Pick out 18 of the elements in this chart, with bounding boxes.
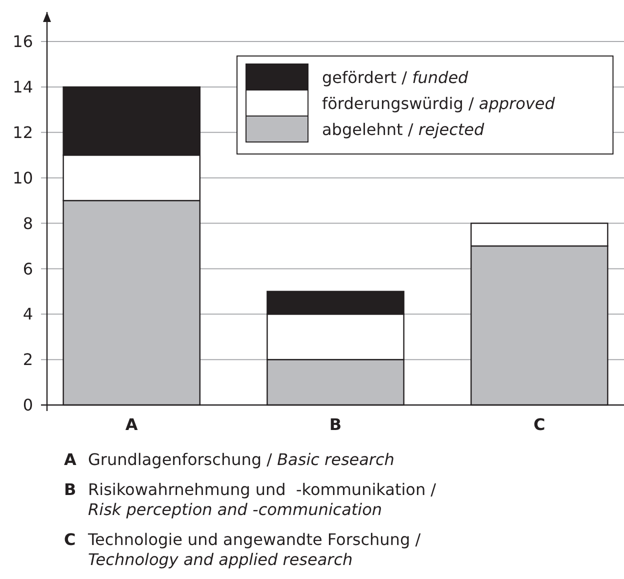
y-tick-label: 6 xyxy=(22,259,33,278)
y-tick-label: 14 xyxy=(12,78,33,97)
x-tick-label: B xyxy=(329,415,342,434)
y-tick-label: 12 xyxy=(12,123,33,142)
x-tick-label: A xyxy=(125,415,138,434)
legend-label: gefördert / funded xyxy=(322,68,470,87)
y-tick-label: 0 xyxy=(22,396,33,415)
y-tick-label: 10 xyxy=(12,168,33,188)
text: B Risikowahrnehmung und -kommunikation / Risk perception and -communication xyxy=(64,480,437,519)
y-tick-label: 2 xyxy=(22,350,33,370)
y-tick-label: 16 xyxy=(12,32,33,52)
y-tick-label: 4 xyxy=(22,304,33,324)
legend-label: abgelehnt / rejected xyxy=(322,120,485,139)
legend-label: förderungswürdig / approved xyxy=(322,94,556,113)
text: C Technologie und angewandte Forschung / Technology and applied research xyxy=(64,530,422,569)
x-tick-label: C xyxy=(534,415,546,434)
text: A Grundlagenforschung / Basic research xyxy=(64,450,394,469)
y-tick-label: 8 xyxy=(22,214,33,233)
